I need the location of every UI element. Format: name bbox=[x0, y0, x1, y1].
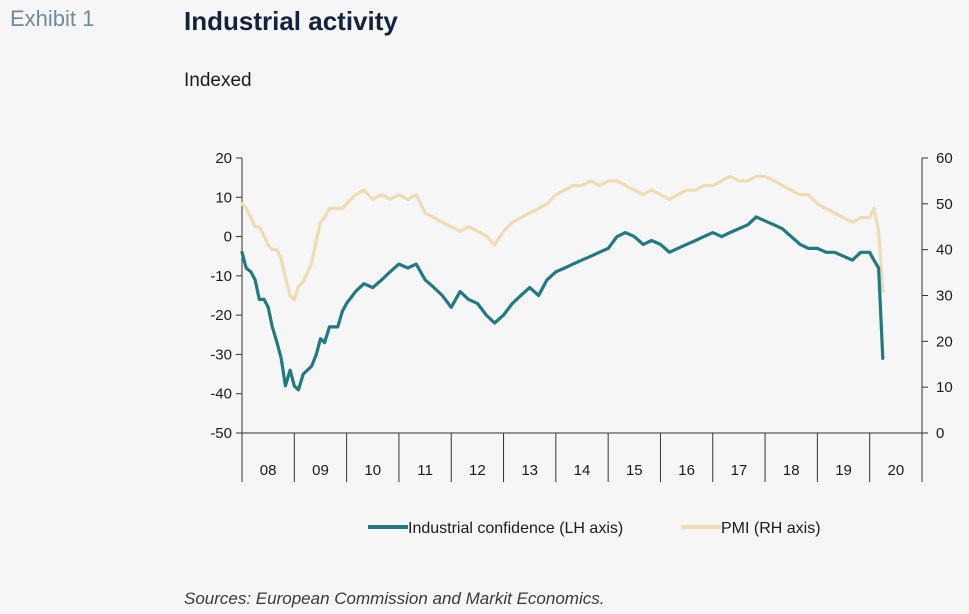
x-tick-label: 13 bbox=[521, 462, 538, 479]
left-tick-label: 20 bbox=[215, 150, 232, 167]
exhibit-label: Exhibit 1 bbox=[10, 6, 95, 31]
left-tick-label: -30 bbox=[210, 346, 232, 363]
x-tick-label: 09 bbox=[312, 462, 329, 479]
x-tick-label: 08 bbox=[260, 462, 277, 479]
x-tick-label: 11 bbox=[417, 462, 433, 479]
left-tick-label: 10 bbox=[215, 189, 232, 206]
industrial-confidence-line bbox=[240, 215, 885, 392]
x-tick-label: 14 bbox=[574, 462, 591, 479]
x-tick-label: 17 bbox=[731, 462, 748, 479]
x-tick-label: 10 bbox=[364, 462, 381, 479]
legend-pmi-label: PMI (RH axis) bbox=[721, 520, 821, 537]
left-tick-label: -10 bbox=[210, 268, 232, 285]
legend-industrial-confidence-label: Industrial confidence (LH axis) bbox=[408, 520, 623, 537]
right-tick-label: 60 bbox=[936, 150, 953, 167]
series-lines bbox=[240, 174, 885, 392]
pmi-line bbox=[240, 174, 885, 302]
chart-title: Industrial activity bbox=[184, 6, 398, 36]
right-tick-label: 50 bbox=[936, 196, 953, 213]
x-tick-label: 19 bbox=[835, 462, 852, 479]
right-tick-label: 30 bbox=[936, 288, 953, 305]
left-tick-label: -40 bbox=[210, 386, 232, 403]
x-tick-label: 12 bbox=[469, 462, 486, 479]
x-tick-label: 18 bbox=[783, 462, 800, 479]
axes: 20 10 0 -10 -20 -30 -40 -50 60 50 40 30 20 10 0 08 09 10 1… bbox=[210, 150, 953, 482]
legend: Industrial confidence (LH axis) PMI (RH a… bbox=[368, 520, 821, 537]
left-tick-label: -50 bbox=[210, 425, 232, 442]
right-tick-label: 40 bbox=[936, 242, 953, 259]
x-tick-label: 20 bbox=[888, 462, 905, 479]
right-tick-label: 0 bbox=[936, 425, 944, 442]
line-chart: 20 10 0 -10 -20 -30 -40 -50 60 50 40 30 20 10 0 08 09 10 1… bbox=[210, 150, 953, 537]
left-tick-label: 0 bbox=[224, 229, 232, 246]
source-note: Sources: European Commission and Markit … bbox=[184, 589, 605, 608]
x-tick-label: 15 bbox=[626, 462, 643, 479]
left-tick-label: -20 bbox=[210, 307, 232, 324]
right-tick-label: 10 bbox=[936, 379, 953, 396]
right-tick-label: 20 bbox=[936, 333, 953, 350]
chart-subtitle: Indexed bbox=[184, 70, 252, 91]
x-tick-label: 16 bbox=[678, 462, 695, 479]
